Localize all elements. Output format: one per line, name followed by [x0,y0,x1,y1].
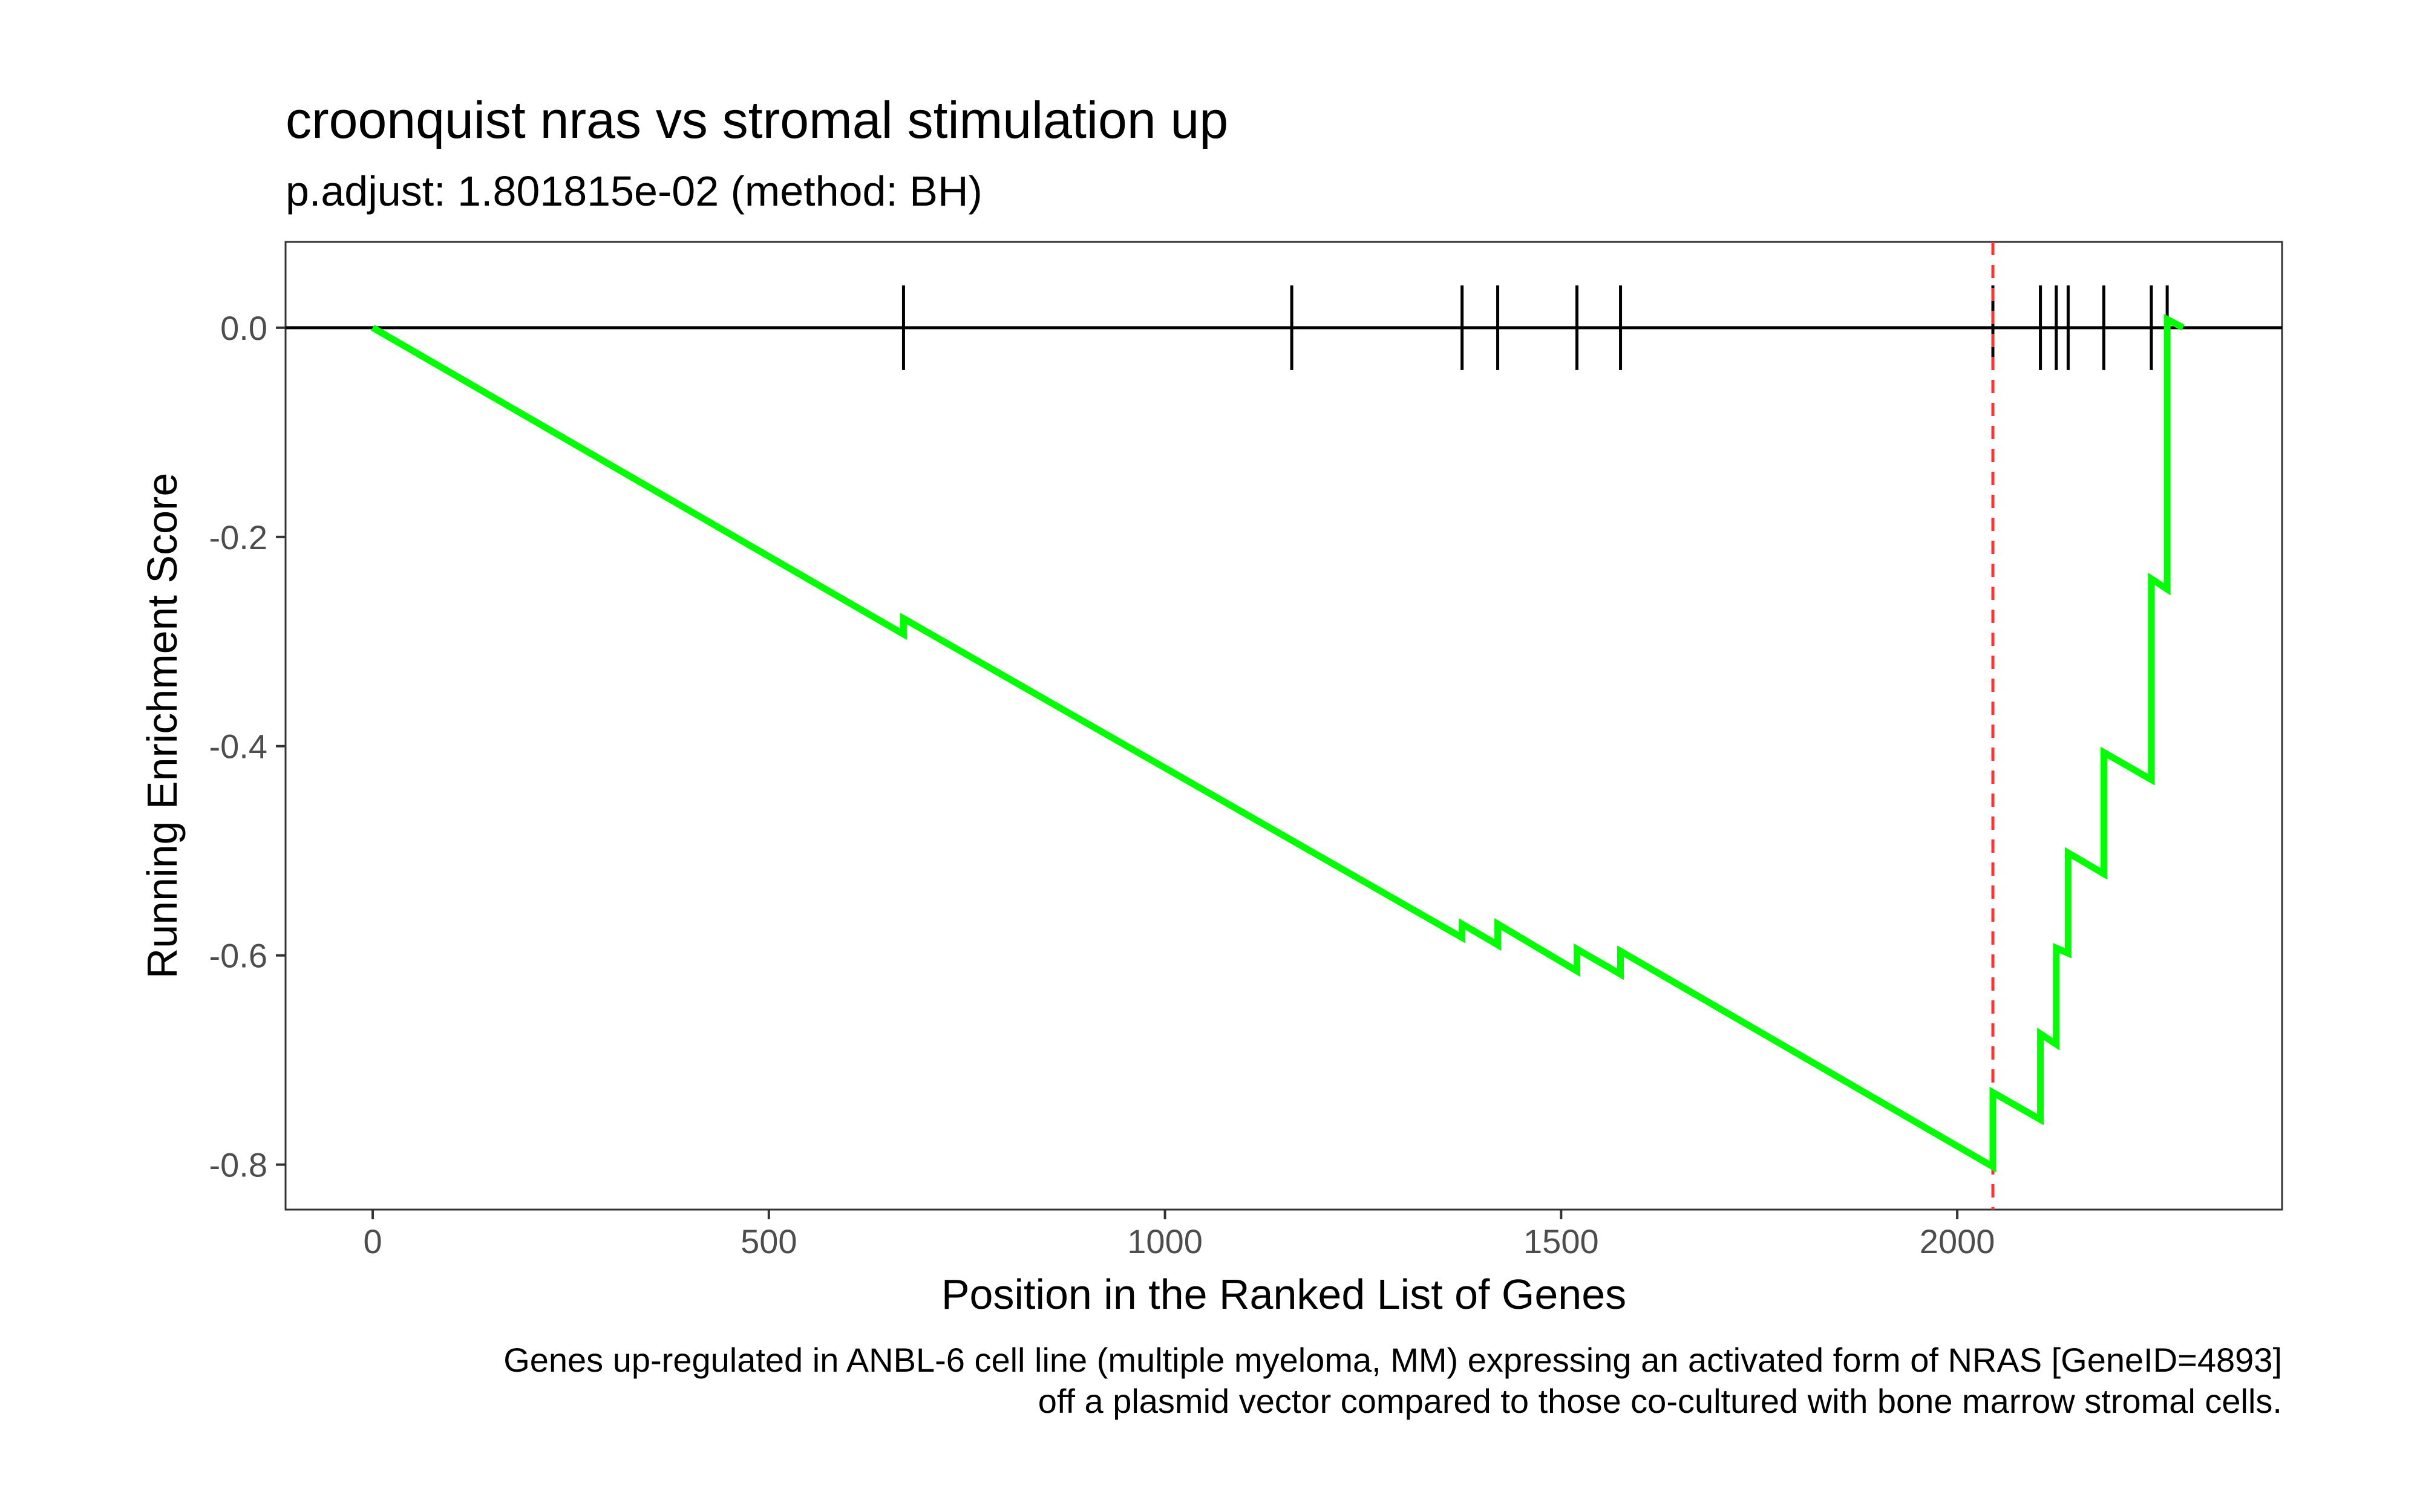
caption-line-1: Genes up-regulated in ANBL-6 cell line (… [503,1341,2282,1379]
x-axis-title: Position in the Ranked List of Genes [941,1271,1626,1318]
x-tick-label: 2000 [1920,1222,1995,1260]
x-tick-label: 1500 [1523,1222,1599,1260]
x-tick-label: 0 [363,1222,382,1260]
x-tick-label: 1000 [1127,1222,1203,1260]
plot-panel [284,241,2283,1211]
y-tick-label: -0.8 [209,1146,268,1184]
running-score-line [371,313,2185,1173]
y-tick-label: -0.6 [209,937,268,975]
y-axis-title: Running Enrichment Score [139,473,186,979]
y-axis: 0.0 -0.2 -0.4 -0.6 -0.8 [209,309,286,1184]
caption-line-2: off a plasmid vector compared to those c… [1038,1382,2282,1420]
panel-border [284,241,2283,1211]
y-tick-label: -0.2 [209,518,268,556]
chart-title: croonquist nras vs stromal stimulation u… [286,91,1228,149]
x-tick-label: 500 [741,1222,797,1260]
y-tick-label: 0.0 [220,309,267,347]
y-tick-label: -0.4 [209,728,268,766]
chart-subtitle: p.adjust: 1.801815e-02 (method: BH) [286,168,983,215]
gene-hit-markers [901,285,2169,370]
x-axis: 0 500 1000 1500 2000 [363,1210,1995,1260]
running-score-curve [371,313,2185,1173]
